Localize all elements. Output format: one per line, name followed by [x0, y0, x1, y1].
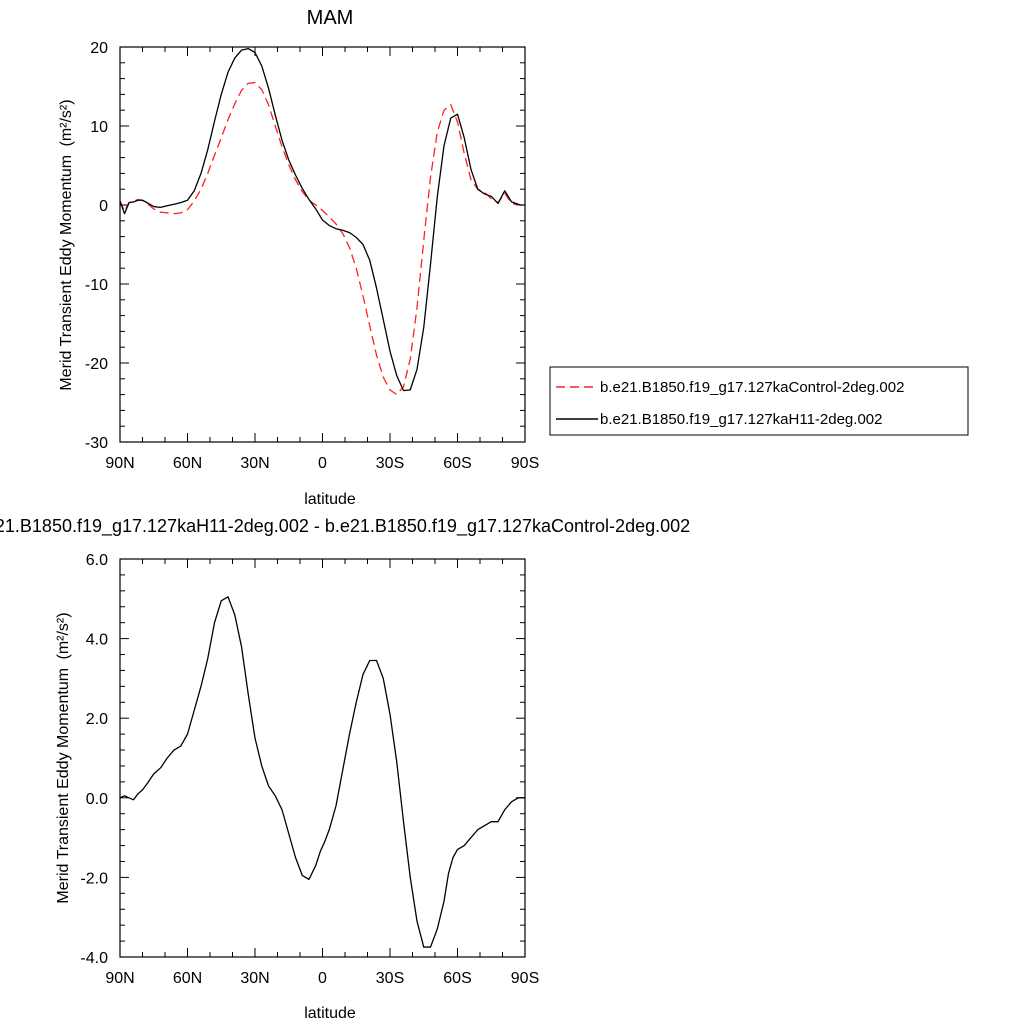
- bottom-panel: b.e21.B1850.f19_g17.127kaH11-2deg.002 - …: [0, 516, 690, 1022]
- x-tick-label: 30N: [240, 455, 269, 472]
- x-tick-label: 0: [318, 970, 327, 987]
- bottom-plot-frame: [119, 558, 526, 958]
- y-tick-label: -20: [85, 356, 108, 373]
- top-chart-title: MAM: [307, 7, 354, 29]
- y-tick-label: 4.0: [86, 632, 108, 649]
- bottom-series-lines: [119, 596, 525, 948]
- x-tick-label: 90N: [105, 455, 134, 472]
- top-x-axis-title: latitude: [304, 491, 356, 508]
- top-series-lines: [119, 47, 525, 396]
- bottom-y-axis-title-text: Merid Transient Eddy Momentum: [55, 668, 72, 904]
- x-tick-label: 60N: [173, 970, 202, 987]
- x-tick-label: 90S: [511, 970, 539, 987]
- y-tick-label: 2.0: [86, 711, 108, 728]
- x-tick-label: 30N: [240, 970, 269, 987]
- legend-box: [549, 366, 969, 436]
- legend: b.e21.B1850.f19_g17.127kaControl-2deg.00…: [549, 366, 969, 436]
- y-tick-label: -4.0: [80, 950, 108, 967]
- x-tick-label: 60S: [443, 455, 471, 472]
- series-line-control: [119, 81, 525, 396]
- bottom-y-axis-title: Merid Transient Eddy Momentum (m²/s²): [55, 612, 72, 903]
- x-tick-label: 90N: [105, 970, 134, 987]
- y-tick-label: 6.0: [86, 552, 108, 569]
- bottom-chart-title: b.e21.B1850.f19_g17.127kaH11-2deg.002 - …: [0, 516, 690, 537]
- y-tick-label: 0: [99, 198, 108, 215]
- x-tick-label: 60S: [443, 970, 471, 987]
- x-tick-label: 30S: [376, 455, 404, 472]
- top-panel: MAM latitude Merid Transient Eddy Moment…: [58, 7, 539, 508]
- y-tick-label: 10: [90, 119, 108, 136]
- bottom-axis-ticks: 90N 60N 30N 0 30S 60S 90S 6.0 4.0 2.0 0.0 -2.0 -4.0: [80, 552, 539, 987]
- y-tick-label: -30: [85, 435, 108, 452]
- x-tick-label: 30S: [376, 970, 404, 987]
- legend-entry-control: b.e21.B1850.f19_g17.127kaControl-2deg.00…: [600, 379, 904, 396]
- legend-entry-h11: b.e21.B1850.f19_g17.127kaH11-2deg.002: [600, 411, 882, 428]
- x-tick-label: 60N: [173, 455, 202, 472]
- top-plot-frame: [119, 46, 526, 443]
- series-line-h11: [119, 47, 525, 392]
- y-tick-label: -10: [85, 277, 108, 294]
- top-y-axis-units: (m²/s²): [58, 99, 75, 146]
- top-y-axis-title: Merid Transient Eddy Momentum (m²/s²): [58, 99, 75, 390]
- x-tick-label: 0: [318, 455, 327, 472]
- top-y-axis-title-text: Merid Transient Eddy Momentum: [58, 155, 75, 391]
- bottom-y-axis-units: (m²/s²): [55, 612, 72, 659]
- y-tick-label: 0.0: [86, 791, 108, 808]
- top-axis-ticks: 90N 60N 30N 0 30S 60S 90S 20 10 0 -10 -20 -30: [85, 40, 539, 472]
- y-tick-label: -2.0: [80, 870, 108, 887]
- bottom-x-axis-title: latitude: [304, 1005, 356, 1022]
- y-tick-label: 20: [90, 40, 108, 57]
- series-line-difference: [119, 596, 525, 948]
- x-tick-label: 90S: [511, 455, 539, 472]
